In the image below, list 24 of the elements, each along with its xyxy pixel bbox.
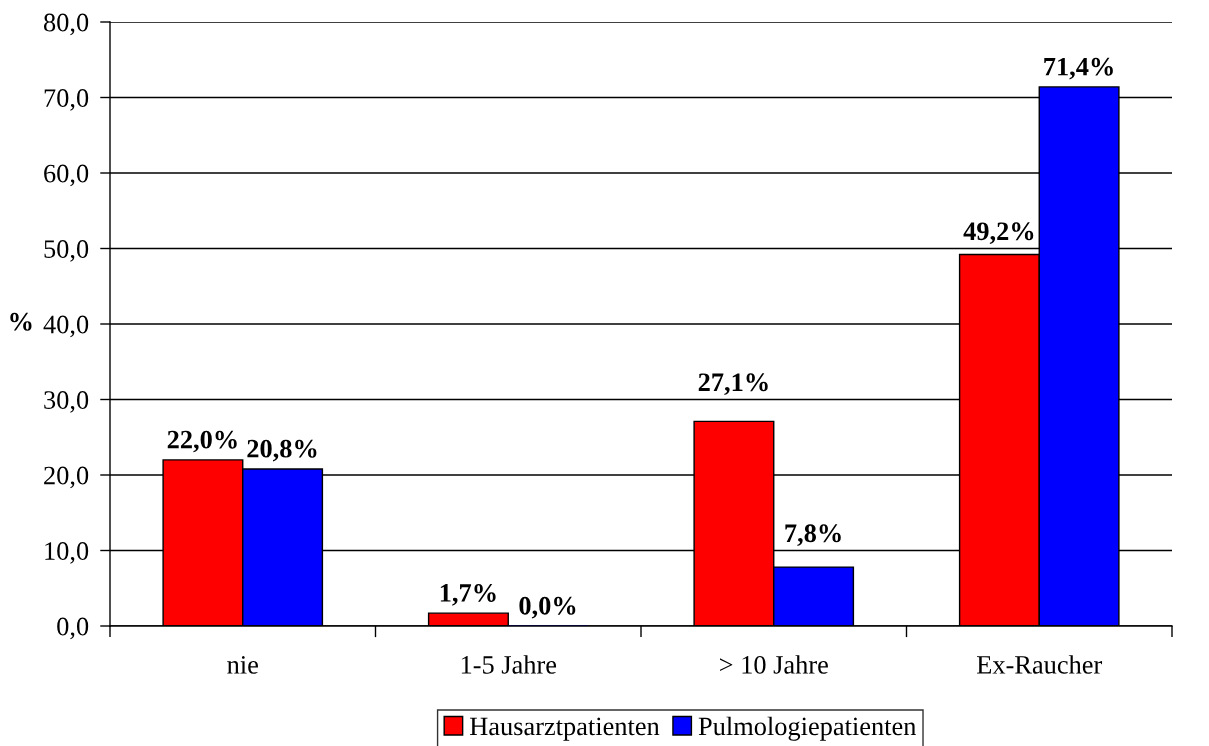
data-label: 1,7% — [440, 584, 496, 606]
y-axis-title: % — [10, 312, 32, 331]
legend-label: Pulmologiepatienten — [698, 716, 917, 741]
data-label: 0,0% — [519, 596, 576, 619]
y-tick-label: 40,0 — [43, 315, 89, 338]
y-tick-label: 60,0 — [44, 164, 89, 187]
y-tick-label: 30,0 — [44, 391, 89, 413]
data-label: 20,8% — [247, 439, 317, 462]
y-tick-label: 20,0 — [44, 466, 89, 489]
x-tick-label: nie — [227, 656, 258, 674]
legend-label: Hausarztpatienten — [470, 717, 660, 741]
data-label: 22,0% — [167, 430, 237, 453]
x-tick-label: Ex-Raucher — [977, 655, 1103, 674]
data-label: 49,2% — [963, 222, 1034, 244]
data-label: 27,1% — [698, 373, 768, 395]
data-label: 7,8% — [785, 524, 841, 546]
data-label: 71,4% — [1044, 57, 1113, 80]
y-tick-label: 50,0 — [44, 240, 89, 262]
x-tick-label: > 10 Jahre — [720, 655, 828, 674]
y-tick-label: 10,0 — [45, 542, 89, 564]
x-tick-label: 1-5 Jahre — [461, 655, 557, 674]
y-tick-label: 70,0 — [44, 89, 89, 111]
y-tick-label: 0,0 — [57, 617, 89, 640]
y-tick-label: 80,0 — [43, 13, 89, 36]
